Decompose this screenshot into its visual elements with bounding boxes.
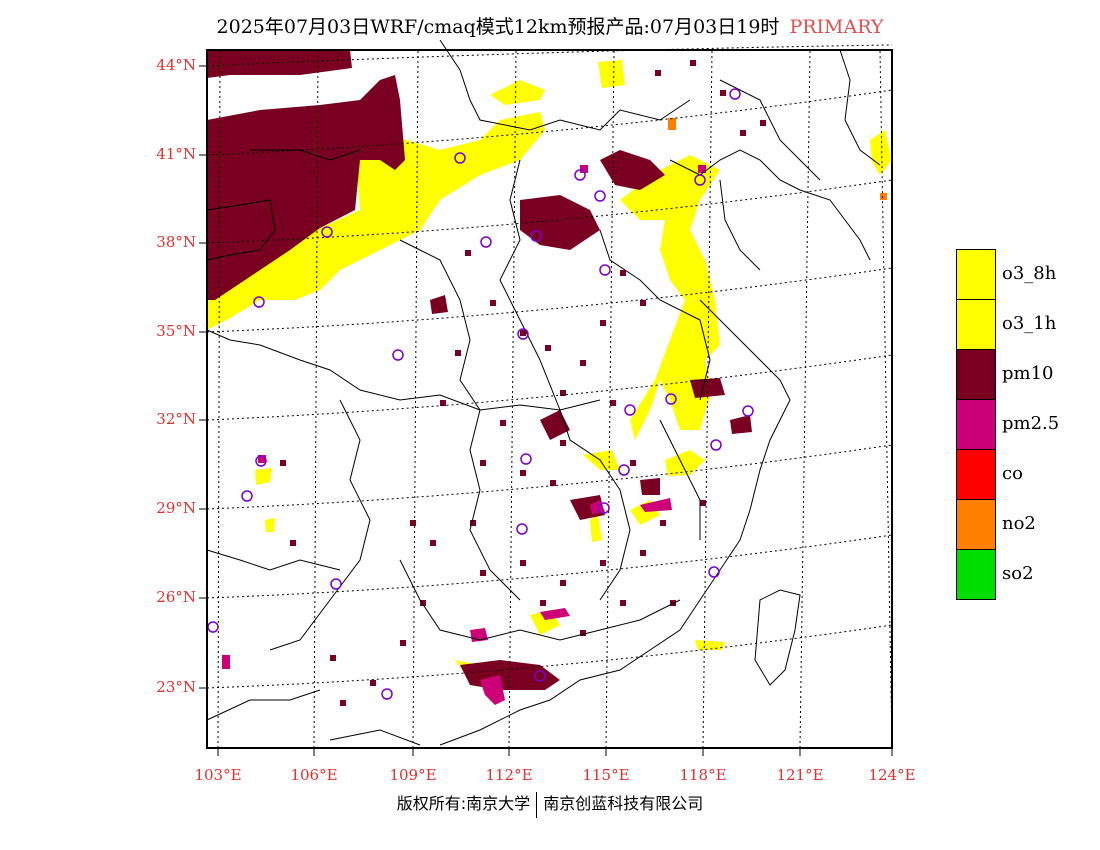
graticule: [206, 44, 893, 749]
copyright-right: 南京创蓝科技有限公司: [543, 794, 704, 813]
lat-label-23: 23°N: [156, 678, 196, 696]
footer-divider: [536, 791, 538, 818]
city-marker: [253, 296, 265, 308]
lon-label-124: 124°E: [868, 766, 916, 784]
lon-label-106: 106°E: [290, 766, 338, 784]
city-marker: [255, 455, 267, 467]
city-marker: [517, 328, 529, 340]
city-marker: [729, 88, 741, 100]
city-marker: [480, 236, 492, 248]
city-marker: [454, 152, 466, 164]
lon-label-103: 103°E: [194, 766, 242, 784]
city-marker: [241, 490, 253, 502]
copyright-left: 版权所有:南京大学: [396, 794, 531, 813]
legend-swatch: [956, 399, 996, 450]
legend-label: pm2.5: [1002, 413, 1060, 434]
lat-label-41: 41°N: [156, 145, 196, 163]
lat-label-38: 38°N: [156, 233, 196, 251]
map-title: 2025年07月03日WRF/cmaq模式12km预报产品:07月03日19时 P…: [0, 12, 1100, 39]
coastline: [329, 49, 881, 746]
lon-label-118: 118°E: [679, 766, 727, 784]
city-marker: [381, 688, 393, 700]
o3-field: [207, 60, 892, 690]
legend-label: no2: [1002, 513, 1036, 534]
legend-swatch: [956, 249, 996, 300]
lon-label-115: 115°E: [582, 766, 630, 784]
province-borders: [206, 39, 821, 721]
city-marker: [330, 578, 342, 590]
city-marker: [516, 523, 528, 535]
city-markers: [207, 88, 754, 700]
legend-label: o3_1h: [1002, 313, 1057, 334]
city-marker: [665, 393, 677, 405]
city-marker: [574, 169, 586, 181]
city-marker: [618, 464, 630, 476]
no2-field: [668, 118, 887, 200]
copyright-footer: 版权所有:南京大学 南京创蓝科技有限公司: [0, 790, 1100, 818]
city-marker: [520, 453, 532, 465]
lon-label-121: 121°E: [776, 766, 824, 784]
pm25-field: [222, 165, 706, 705]
axis-ticks: [199, 65, 893, 756]
city-marker: [599, 264, 611, 276]
lon-label-112: 112°E: [485, 766, 533, 784]
city-marker: [624, 404, 636, 416]
lat-label-29: 29°N: [156, 499, 196, 517]
city-marker: [392, 349, 404, 361]
lat-label-32: 32°N: [156, 410, 196, 428]
legend-swatch: [956, 299, 996, 350]
city-marker: [594, 190, 606, 202]
plot-frame: [206, 49, 893, 749]
primary-tag: PRIMARY: [789, 16, 884, 38]
city-marker: [710, 439, 722, 451]
lat-label-35: 35°N: [156, 322, 196, 340]
legend-swatch: [956, 499, 996, 550]
city-marker: [534, 670, 546, 682]
legend-label: pm10: [1002, 363, 1054, 384]
lat-label-44: 44°N: [156, 56, 196, 74]
city-marker: [207, 621, 219, 633]
lat-label-26: 26°N: [156, 588, 196, 606]
city-marker: [598, 502, 610, 514]
city-marker: [321, 226, 333, 238]
city-marker: [742, 405, 754, 417]
legend-label: co: [1002, 463, 1023, 484]
lon-label-109: 109°E: [389, 766, 437, 784]
legend-label: so2: [1002, 563, 1034, 584]
pm10-field: [207, 50, 752, 690]
legend-swatch: [956, 449, 996, 500]
legend-swatch: [956, 349, 996, 400]
title-text: 2025年07月03日WRF/cmaq模式12km预报产品:07月03日19时: [216, 16, 780, 38]
city-marker: [530, 230, 542, 242]
city-marker: [694, 174, 706, 186]
legend-label: o3_8h: [1002, 263, 1057, 284]
city-marker: [708, 566, 720, 578]
legend-swatch: [956, 549, 996, 600]
